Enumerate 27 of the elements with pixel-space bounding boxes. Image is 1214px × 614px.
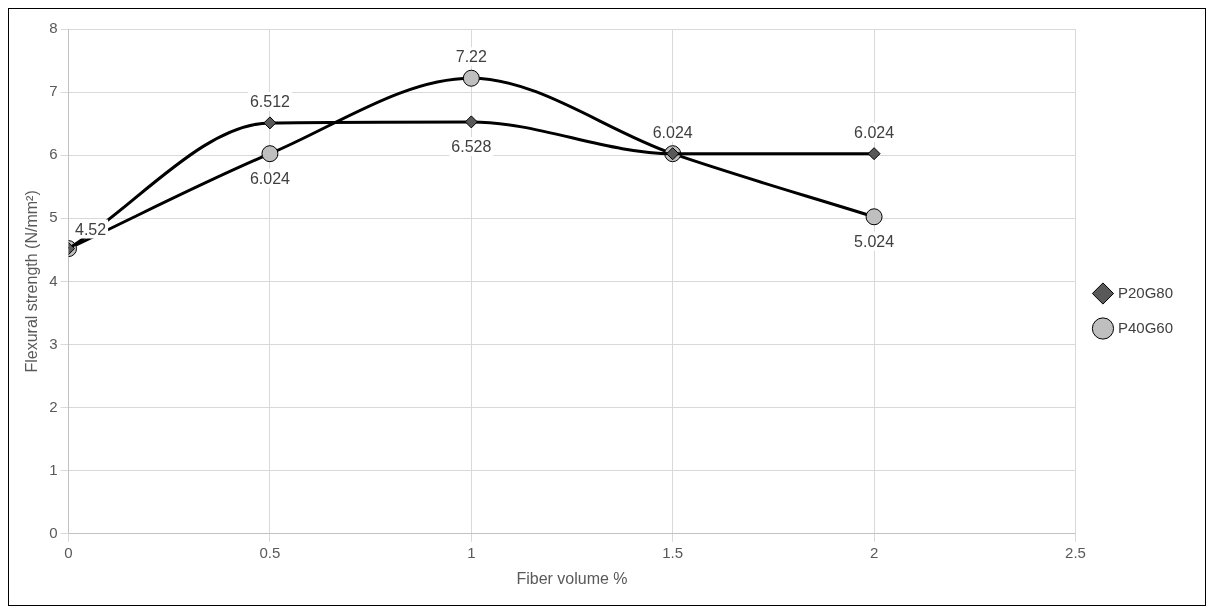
data-label: 5.024 [854,232,895,250]
y-tick-label: 3 [49,334,58,352]
y-tick-label: 1 [49,460,58,478]
y-tick-label: 6 [49,145,58,163]
data-label: 6.528 [451,137,492,155]
x-tick-label: 1 [467,543,476,561]
legend-label: P20G80 [1117,283,1174,301]
y-tick-label: 8 [49,19,58,37]
data-label: 6.512 [249,92,291,110]
y-tick-label: 7 [49,82,58,100]
y-tick-label: 4 [49,271,58,289]
x-tick-label: 0 [64,543,73,561]
x-tick-label: 0.5 [259,543,281,561]
x-axis-title: Fiber volume % [516,569,628,587]
data-label: 4.52 [74,220,107,238]
y-tick-label: 2 [49,397,58,415]
x-tick-label: 1.5 [662,543,684,561]
x-tick-label: 2.5 [1065,543,1086,561]
y-tick-label: 0 [49,523,58,541]
x-tick-label: 2 [869,543,879,561]
y-axis-title: Flexural strength (N/mm²) [23,190,41,373]
legend-label: P40G60 [1117,318,1174,336]
data-label: 6.024 [249,169,291,187]
y-tick-label: 5 [49,208,58,226]
data-label: 7.22 [455,48,487,66]
data-label: 6.024 [652,123,693,141]
data-label: 6.024 [854,123,895,141]
